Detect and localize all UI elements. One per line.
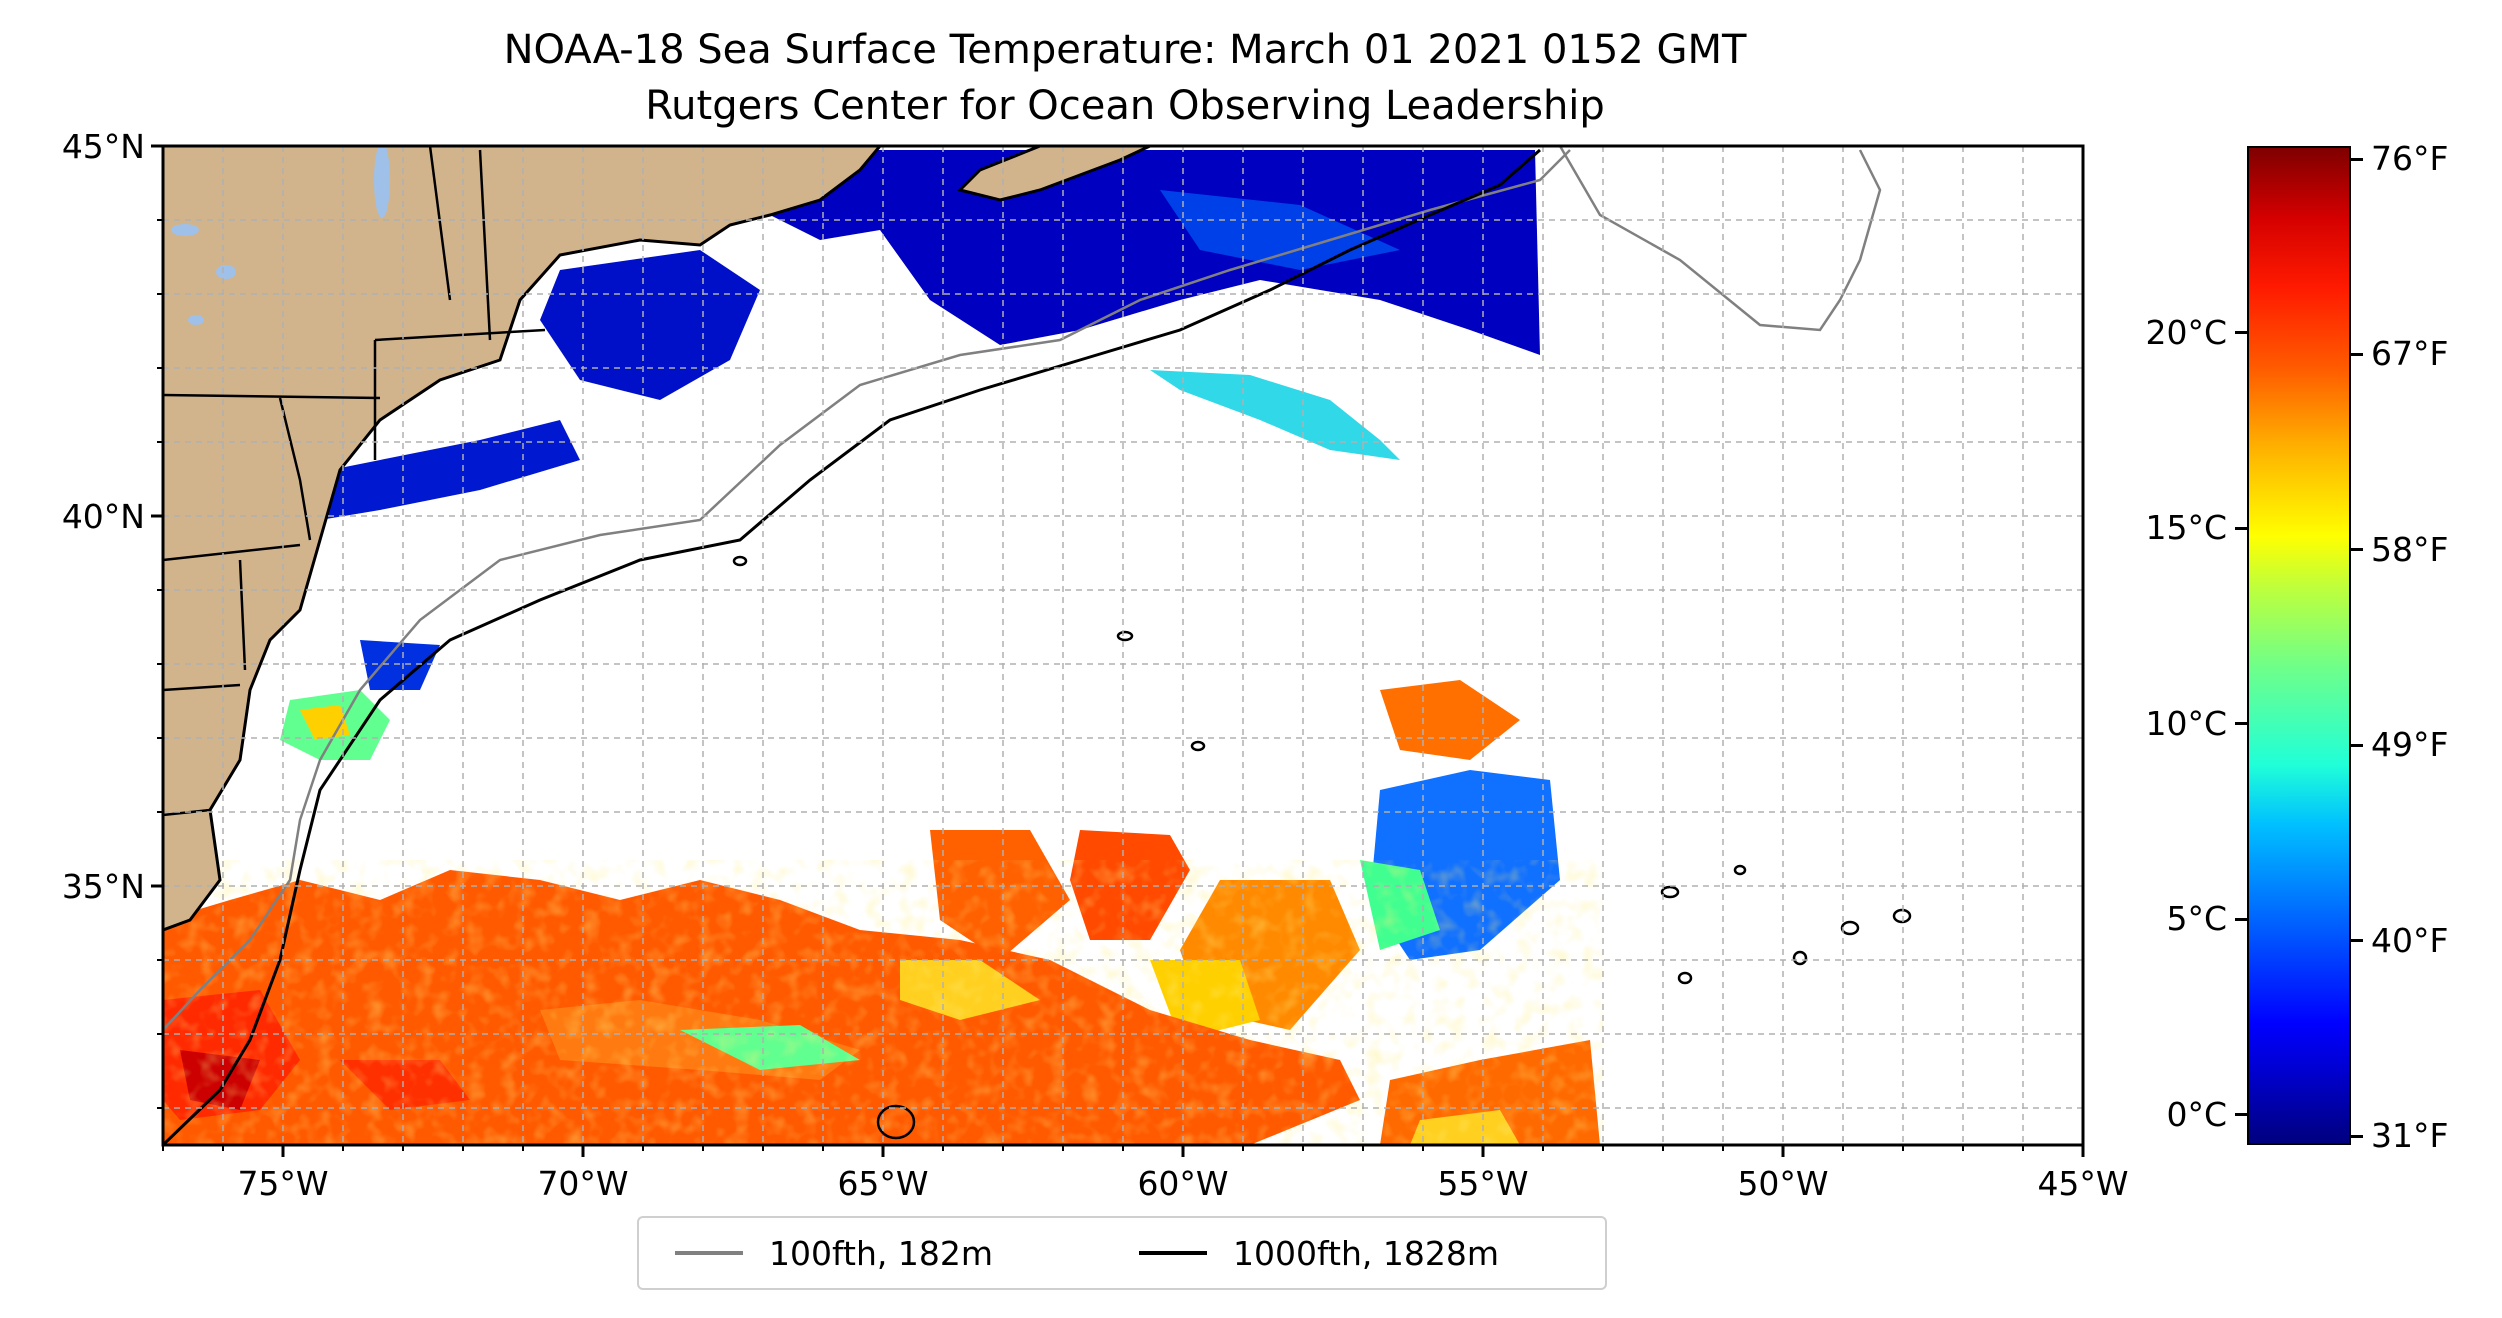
legend-swatch-100fth xyxy=(675,1251,743,1255)
legend-label-100fth: 100fth, 182m xyxy=(769,1233,993,1273)
isobath-1000fth xyxy=(163,148,1541,1145)
colorbar-f-label: 31°F xyxy=(2371,1116,2449,1156)
legend-label-1000fth: 1000fth, 1828m xyxy=(1233,1233,1499,1273)
state-borders xyxy=(163,146,546,817)
colorbar-f-label: 58°F xyxy=(2371,529,2449,569)
lat-tick-label: 35°N xyxy=(62,867,145,906)
lon-tick-label: 75°W xyxy=(237,1164,328,1203)
colorbar-c-label: 0°C xyxy=(2166,1094,2227,1134)
isobath-legend: 100fth, 182m 1000fth, 1828m xyxy=(637,1216,1607,1290)
colorbar-f-tick xyxy=(2351,939,2363,943)
isobath-100fth xyxy=(163,146,1882,1031)
colorbar-f-tick xyxy=(2351,352,2363,356)
seamount-contours xyxy=(732,555,1912,1140)
legend-item-100fth: 100fth, 182m xyxy=(675,1218,993,1288)
land-mass xyxy=(163,146,882,932)
lat-tick-label: 40°N xyxy=(62,497,145,536)
colorbar-c-tick xyxy=(2235,1113,2247,1117)
colorbar-f-label: 40°F xyxy=(2371,920,2449,960)
map-subtitle: Rutgers Center for Ocean Observing Leade… xyxy=(645,83,1605,129)
colorbar-c-label: 5°C xyxy=(2166,899,2227,939)
lon-tick-label: 55°W xyxy=(1437,1164,1528,1203)
colorbar-c-tick xyxy=(2235,526,2247,530)
lat-tick-label: 45°N xyxy=(62,127,145,166)
lakes xyxy=(171,146,390,325)
legend-item-1000fth: 1000fth, 1828m xyxy=(1139,1218,1499,1288)
sst-data-layer xyxy=(163,150,1603,1145)
colorbar-f-tick xyxy=(2351,548,2363,552)
colorbar-c-label: 15°C xyxy=(2145,508,2227,548)
nova-scotia-landmass xyxy=(957,146,1151,202)
lon-tick-label: 50°W xyxy=(1737,1164,1828,1203)
colorbar-f-label: 76°F xyxy=(2371,139,2449,179)
colorbar-c-label: 10°C xyxy=(2145,703,2227,743)
map-title: NOAA-18 Sea Surface Temperature: March 0… xyxy=(503,27,1747,73)
colorbar-c-tick xyxy=(2235,917,2247,921)
graticule xyxy=(163,146,2083,1145)
colorbar-c-tick xyxy=(2235,331,2247,335)
colorbar-f-tick xyxy=(2351,743,2363,747)
lon-tick-label: 60°W xyxy=(1137,1164,1228,1203)
temperature-colorbar xyxy=(2247,146,2351,1145)
colorbar-c-tick xyxy=(2235,722,2247,726)
colorbar-c-label: 20°C xyxy=(2145,312,2227,352)
lon-tick-label: 65°W xyxy=(837,1164,928,1203)
legend-swatch-1000fth xyxy=(1139,1251,1207,1255)
map-axes: 75°W 70°W 65°W 60°W 55°W 50°W 45°W 35°N 40°N 45°N xyxy=(62,127,2129,1203)
colorbar-f-label: 67°F xyxy=(2371,334,2449,374)
colorbar-f-tick xyxy=(2351,1134,2363,1138)
lon-tick-label: 70°W xyxy=(537,1164,628,1203)
colorbar-f-label: 49°F xyxy=(2371,725,2449,765)
colorbar-f-tick xyxy=(2351,157,2363,161)
lon-tick-label: 45°W xyxy=(2037,1164,2128,1203)
